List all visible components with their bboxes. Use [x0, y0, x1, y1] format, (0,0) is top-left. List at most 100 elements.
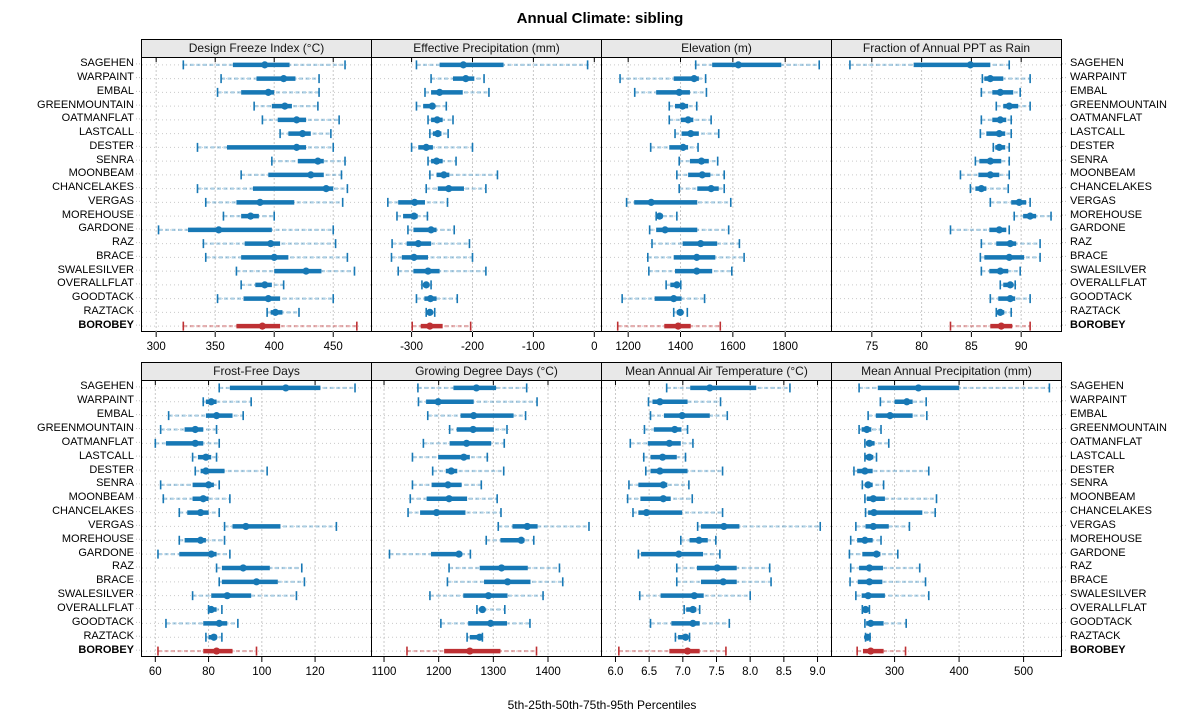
station-label-vergas: VERGAS: [88, 518, 134, 531]
station-label-brace: BRACE: [1070, 574, 1108, 587]
svg-text:1200: 1200: [615, 341, 641, 353]
panel-design-freeze-index-c: Design Freeze Index (°C): [142, 39, 372, 333]
plot-area-growing-degree-days-c: [372, 381, 601, 658]
station-label-chancelakes: CHANCELAKES: [52, 181, 134, 194]
x-axis-fraction-of-annual-ppt-as-rain: 75 80 85 90: [865, 332, 1028, 353]
station-label-swalesilver: SWALESILVER: [1070, 263, 1147, 276]
svg-text:300: 300: [147, 341, 166, 353]
station-label-raztack: RAZTACK: [83, 629, 134, 642]
station-label-sagehen: SAGEHEN: [80, 380, 134, 393]
panel-title: Fraction of Annual PPT as Rain: [832, 40, 1061, 58]
station-label-greenmountain: GREENMOUNTAIN: [37, 98, 134, 111]
svg-text:-100: -100: [522, 341, 545, 353]
panel-title: Frost-Free Days: [142, 363, 371, 381]
station-label-senra: SENRA: [1070, 153, 1108, 166]
station-label-vergas: VERGAS: [1070, 518, 1116, 531]
svg-text:0: 0: [591, 341, 597, 353]
svg-text:8.5: 8.5: [776, 666, 792, 678]
station-label-sagehen: SAGEHEN: [1070, 380, 1124, 393]
svg-text:60: 60: [149, 666, 162, 678]
station-label-gardone: GARDONE: [1070, 546, 1126, 559]
svg-text:1800: 1800: [772, 341, 798, 353]
plot-area-frost-free-days: [142, 381, 371, 658]
station-label-goodtack: GOODTACK: [71, 291, 134, 304]
row-tick-stubs: [136, 63, 141, 326]
svg-text:300: 300: [885, 666, 904, 678]
panel-title: Mean Annual Air Temperature (°C): [602, 363, 831, 381]
station-label-warpaint: WARPAINT: [1070, 71, 1127, 84]
svg-text:8.0: 8.0: [742, 666, 758, 678]
station-label-warpaint: WARPAINT: [77, 394, 134, 407]
station-label-swalesilver: SWALESILVER: [1070, 588, 1147, 601]
x-axis-top-row: 300 350 400 450 -300 -200 -100 0 1200 1400 1600 180…: [142, 332, 1062, 362]
plot-area-fraction-of-annual-ppt-as-rain: [832, 58, 1061, 333]
station-label-oatmanflat: OATMANFLAT: [61, 435, 134, 448]
station-label-dester: DESTER: [89, 463, 134, 476]
station-label-overallflat: OVERALLFLAT: [57, 602, 134, 615]
station-label-morehouse: MOREHOUSE: [1070, 208, 1143, 221]
svg-text:400: 400: [949, 666, 968, 678]
station-label-overallflat: OVERALLFLAT: [1070, 602, 1147, 615]
x-axis-frost-free-days: 60 80 100 120: [149, 657, 325, 678]
svg-text:9.0: 9.0: [810, 666, 826, 678]
svg-text:7.5: 7.5: [709, 666, 725, 678]
station-label-brace: BRACE: [96, 574, 134, 587]
svg-text:1300: 1300: [481, 666, 507, 678]
station-label-brace: BRACE: [96, 249, 134, 262]
station-label-oatmanflat: OATMANFLAT: [61, 112, 134, 125]
plot-area-design-freeze-index-c: [142, 58, 371, 333]
x-axis-mean-annual-air-temperature-c: 6.0 6.5 7.0 7.5 8.0 8.5 9.0: [607, 657, 826, 678]
svg-text:75: 75: [865, 341, 878, 353]
panel-elevation-m: Elevation (m): [602, 39, 832, 333]
station-label-raztack: RAZTACK: [1070, 304, 1121, 317]
station-label-sagehen: SAGEHEN: [1070, 57, 1124, 70]
svg-text:-200: -200: [461, 341, 484, 353]
station-label-embal: EMBAL: [1070, 84, 1108, 97]
panel-frost-free-days: Frost-Free Days: [142, 362, 372, 658]
station-label-vergas: VERGAS: [1070, 194, 1116, 207]
station-label-moonbeam: MOONBEAM: [1070, 167, 1136, 180]
plot-area-effective-precipitation-mm: [372, 58, 601, 333]
panel-mean-annual-air-temperature-c: Mean Annual Air Temperature (°C): [602, 362, 832, 658]
station-label-borobey: BOROBEY: [78, 318, 134, 331]
svg-text:85: 85: [965, 341, 978, 353]
svg-text:-300: -300: [400, 341, 423, 353]
station-label-senra: SENRA: [96, 477, 134, 490]
svg-text:90: 90: [1015, 341, 1028, 353]
station-label-raz: RAZ: [112, 236, 134, 249]
station-label-sagehen: SAGEHEN: [80, 57, 134, 70]
station-label-greenmountain: GREENMOUNTAIN: [37, 421, 134, 434]
station-label-senra: SENRA: [1070, 477, 1108, 490]
plot-area-mean-annual-precipitation-mm: [832, 381, 1061, 658]
x-axis-effective-precipitation-mm: -300 -200 -100 0: [400, 332, 598, 353]
station-label-brace: BRACE: [1070, 249, 1108, 262]
station-label-gardone: GARDONE: [78, 222, 134, 235]
station-label-lastcall: LASTCALL: [78, 126, 134, 139]
station-label-greenmountain: GREENMOUNTAIN: [1070, 421, 1167, 434]
plot-area-elevation-m: [602, 58, 831, 333]
svg-text:1200: 1200: [426, 666, 452, 678]
station-label-gardone: GARDONE: [1070, 222, 1126, 235]
station-label-dester: DESTER: [1070, 139, 1115, 152]
station-labels-right-row1: SAGEHEN WARPAINT EMBAL GREENMOUNTAIN OATMANF…: [1062, 39, 1200, 332]
svg-text:80: 80: [202, 666, 215, 678]
svg-text:80: 80: [915, 341, 928, 353]
station-label-borobey: BOROBEY: [78, 643, 134, 656]
station-label-overallflat: OVERALLFLAT: [57, 277, 134, 290]
station-label-raztack: RAZTACK: [83, 304, 134, 317]
station-label-warpaint: WARPAINT: [77, 71, 134, 84]
svg-text:400: 400: [265, 341, 284, 353]
svg-text:1100: 1100: [372, 666, 396, 678]
station-label-chancelakes: CHANCELAKES: [1070, 505, 1152, 518]
station-label-moonbeam: MOONBEAM: [1070, 491, 1136, 504]
svg-text:120: 120: [305, 666, 324, 678]
percentiles-caption: 5th-25th-50th-75th-95th Percentiles: [507, 698, 697, 712]
x-axis-growing-degree-days-c: 1100 1200 1300 1400: [372, 657, 561, 678]
station-label-embal: EMBAL: [1070, 408, 1108, 421]
station-label-goodtack: GOODTACK: [71, 615, 134, 628]
station-label-dester: DESTER: [89, 139, 134, 152]
station-label-greenmountain: GREENMOUNTAIN: [1070, 98, 1167, 111]
station-label-warpaint: WARPAINT: [1070, 394, 1127, 407]
panel-title: Effective Precipitation (mm): [372, 40, 601, 58]
